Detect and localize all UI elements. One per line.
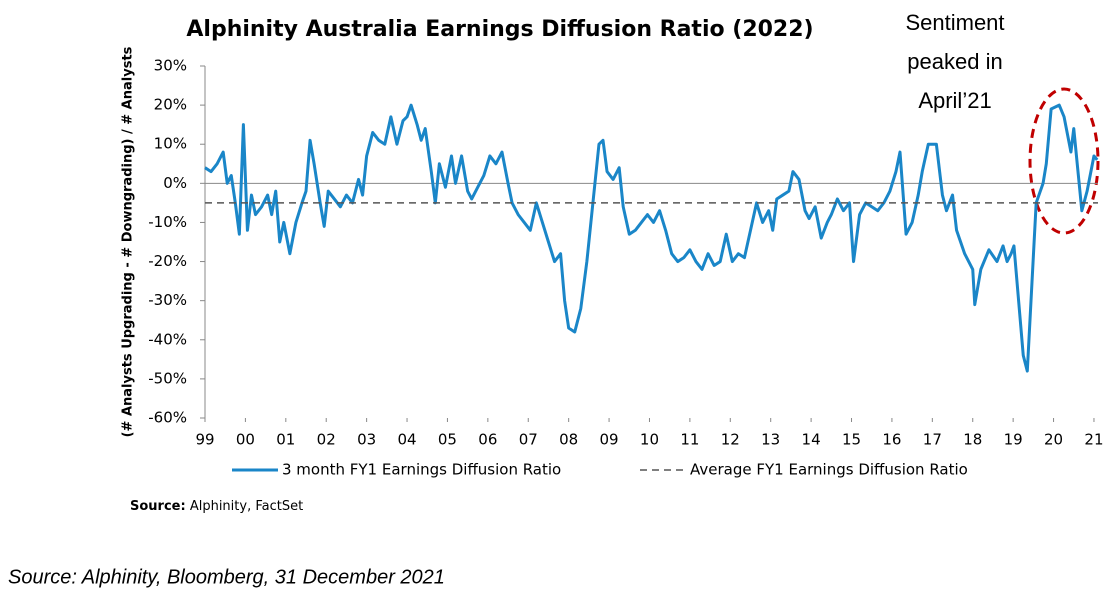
source-label: Source: [130,499,186,514]
legend-label: 3 month FY1 Earnings Diffusion Ratio [282,461,561,479]
x-tick-label: 05 [438,431,457,449]
annotation: April’21 [918,88,991,113]
x-tick-label: 08 [559,431,578,449]
x-tick-label: 09 [600,431,619,449]
x-tick-label: 15 [842,431,861,449]
x-tick-label: 10 [640,431,659,449]
x-tick-label: 16 [882,431,901,449]
x-tick-label: 06 [478,431,497,449]
x-tick-label: 13 [761,431,780,449]
x-tick-label: 03 [357,431,376,449]
x-tick-label: 17 [923,431,942,449]
y-tick-label: 30% [154,57,187,75]
x-tick-label: 99 [195,431,214,449]
y-axis-label: (# Analysts Upgrading - # Downgrading) /… [121,46,136,437]
x-tick-label: 14 [802,431,821,449]
highlight-ellipse [1028,87,1100,235]
x-tick-label: 19 [1004,431,1023,449]
source-text: Alphinity, FactSet [190,499,303,514]
x-tick-label: 21 [1084,431,1103,449]
y-tick-label: -10% [148,213,187,231]
y-tick-label: 10% [154,135,187,153]
x-tick-label: 11 [680,431,699,449]
y-tick-label: -40% [148,330,187,348]
data-line [204,103,1099,373]
y-tick-label: -50% [148,369,187,387]
source: Source: Alphinity, FactSet [130,499,303,514]
x-tick-label: 20 [1044,431,1063,449]
x-tick-label: 02 [317,431,336,449]
x-tick-label: 04 [397,431,416,449]
x-tick-label: 12 [721,431,740,449]
annotation: Sentiment [905,10,1004,35]
y-tick-label: 20% [154,96,187,114]
caption: Source: Alphinity, Bloomberg, 31 Decembe… [8,566,445,588]
legend-label: Average FY1 Earnings Diffusion Ratio [690,461,968,479]
x-tick-label: 00 [236,431,255,449]
x-tick-label: 07 [519,431,538,449]
y-tick-label: -60% [148,409,187,427]
annotation: peaked in [907,49,1002,74]
y-tick-label: 0% [163,174,187,192]
y-tick-label: -20% [148,252,187,270]
x-tick-label: 18 [963,431,982,449]
chart-title: Alphinity Australia Earnings Diffusion R… [186,17,813,42]
x-tick-label: 01 [276,431,295,449]
y-tick-label: -30% [148,291,187,309]
